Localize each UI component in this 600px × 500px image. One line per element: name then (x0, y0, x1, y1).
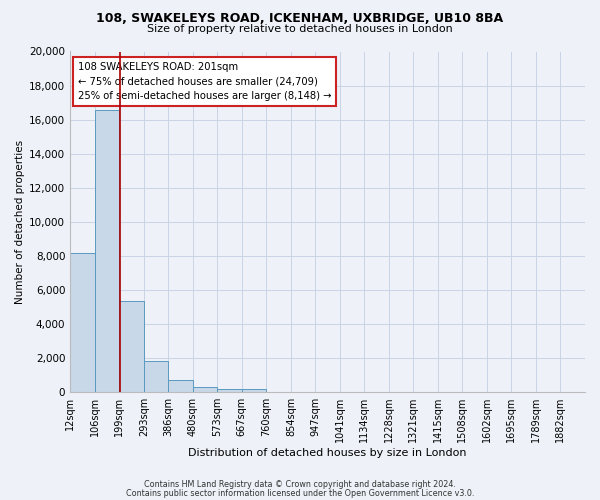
Bar (144, 361, 169, 392)
Bar (242, 390, 266, 392)
Bar (168, 380, 193, 392)
Bar (119, 302, 144, 392)
Bar (193, 387, 217, 392)
Bar (217, 388, 242, 392)
Text: Size of property relative to detached houses in London: Size of property relative to detached ho… (147, 24, 453, 34)
Bar (95, 110, 119, 392)
Y-axis label: Number of detached properties: Number of detached properties (15, 140, 25, 304)
Text: Contains public sector information licensed under the Open Government Licence v3: Contains public sector information licen… (126, 488, 474, 498)
Text: 108 SWAKELEYS ROAD: 201sqm
← 75% of detached houses are smaller (24,709)
25% of : 108 SWAKELEYS ROAD: 201sqm ← 75% of deta… (78, 62, 331, 102)
X-axis label: Distribution of detached houses by size in London: Distribution of detached houses by size … (188, 448, 467, 458)
Bar (70, 253, 95, 392)
Text: Contains HM Land Registry data © Crown copyright and database right 2024.: Contains HM Land Registry data © Crown c… (144, 480, 456, 489)
Text: 108, SWAKELEYS ROAD, ICKENHAM, UXBRIDGE, UB10 8BA: 108, SWAKELEYS ROAD, ICKENHAM, UXBRIDGE,… (97, 12, 503, 26)
